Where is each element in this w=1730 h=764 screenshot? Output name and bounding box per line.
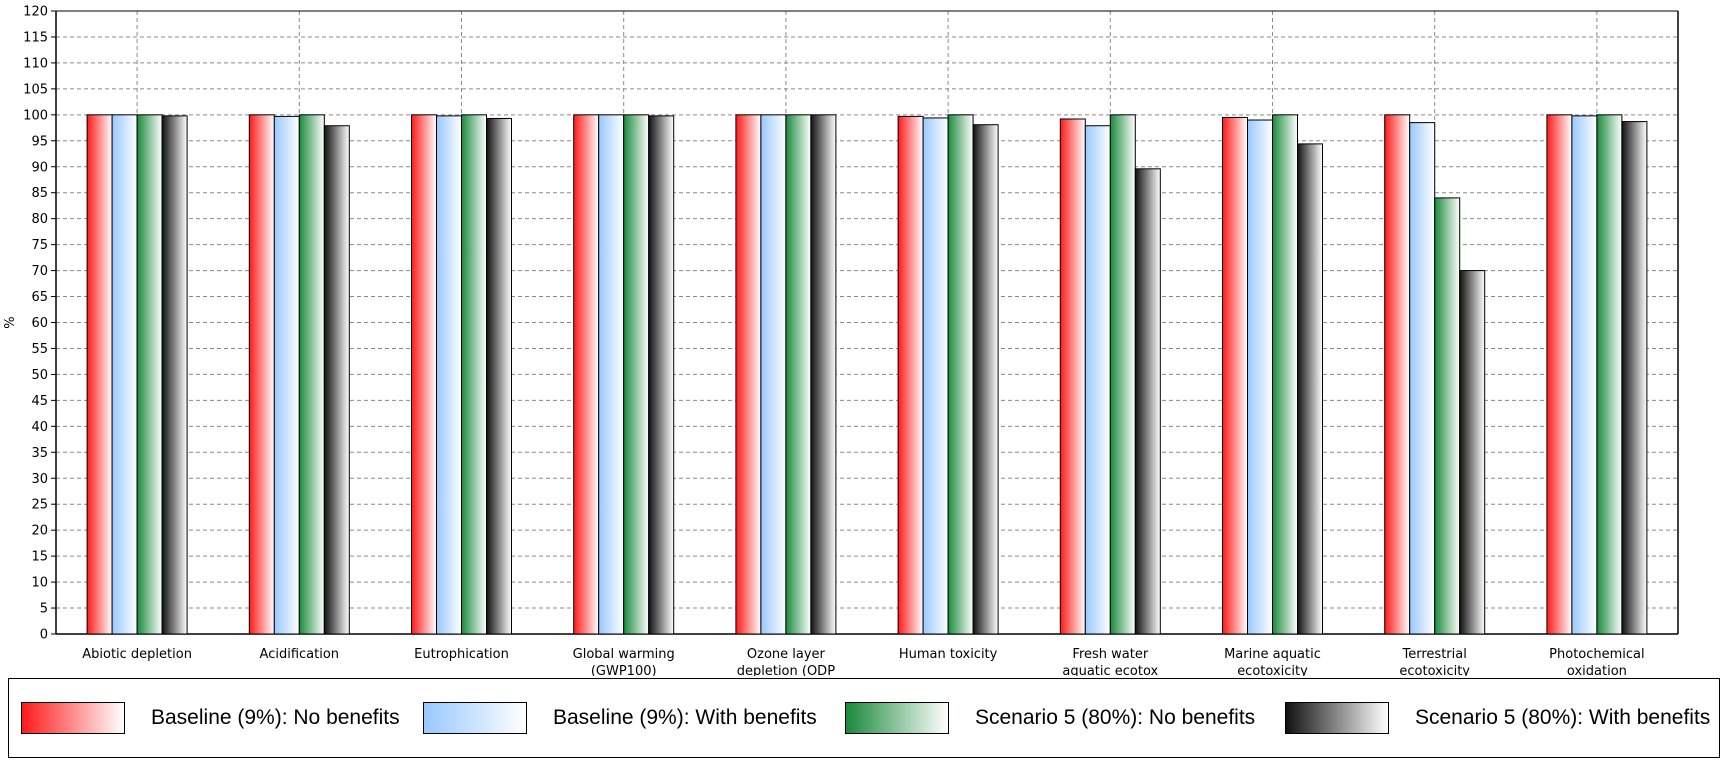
bar-series-1-cat-3 — [598, 114, 625, 635]
legend-item-scenario5-with-benefits: Scenario 5 (80%): With benefits — [1285, 679, 1710, 757]
bar-series-2-cat-7 — [1272, 114, 1298, 635]
legend-item-scenario5-no-benefits: Scenario 5 (80%): No benefits — [845, 679, 1255, 757]
x-category-label: Terrestrial — [1402, 647, 1467, 662]
y-tick-label: 10 — [31, 576, 48, 591]
bar-series-1-cat-8 — [1409, 122, 1436, 635]
x-category-label: Abiotic depletion — [82, 647, 192, 662]
bar-series-2-cat-4 — [785, 114, 812, 635]
legend-swatch-baseline-no-benefits — [21, 702, 125, 734]
bar-series-3-cat-3 — [648, 115, 675, 635]
y-tick-label: 120 — [23, 5, 48, 20]
y-tick-label: 80 — [31, 212, 48, 227]
x-category-label: Marine aquatic — [1224, 647, 1321, 662]
y-tick-label: 25 — [31, 498, 48, 513]
y-tick-label: 55 — [31, 342, 48, 357]
bar-series-0-cat-4 — [735, 114, 762, 635]
x-category-label: Fresh water — [1072, 647, 1148, 662]
y-tick-label: 45 — [31, 394, 48, 409]
bar-series-2-cat-2 — [461, 114, 487, 635]
legend-label: Scenario 5 (80%): No benefits — [975, 706, 1256, 729]
bar-series-2-cat-3 — [623, 114, 650, 635]
bar-series-0-cat-2 — [411, 114, 437, 635]
bar-series-1-cat-6 — [1084, 125, 1111, 635]
y-tick-label: 95 — [31, 134, 48, 149]
x-category-label: ecotoxicity — [1399, 664, 1470, 676]
x-category-label: depletion (ODP — [737, 664, 835, 676]
y-tick-label: 70 — [31, 264, 48, 279]
y-tick-label: 35 — [31, 446, 48, 461]
bar-series-3-cat-2 — [486, 117, 512, 635]
legend-swatch-scenario5-with-benefits — [1285, 702, 1389, 734]
bar-series-0-cat-9 — [1546, 114, 1573, 635]
bar-series-1-cat-2 — [436, 115, 462, 635]
legend-swatch-scenario5-no-benefits — [845, 702, 949, 734]
legend-swatch-baseline-with-benefits — [423, 702, 527, 734]
bar-series-2-cat-9 — [1596, 114, 1623, 635]
bars — [86, 114, 1648, 635]
x-category-label: Ozone layer — [747, 647, 826, 662]
bar-series-1-cat-1 — [273, 115, 300, 635]
y-tick-label: 30 — [31, 472, 48, 487]
x-category-label: Acidification — [260, 647, 340, 662]
bar-series-3-cat-8 — [1459, 270, 1486, 635]
bar-series-0-cat-7 — [1222, 116, 1248, 635]
x-category-label: oxidation — [1567, 664, 1627, 676]
bar-series-2-cat-1 — [298, 114, 325, 635]
x-category-label: Global warming — [573, 647, 675, 662]
bar-series-1-cat-0 — [111, 114, 138, 635]
legend-item-baseline-with-benefits: Baseline (9%): With benefits — [423, 679, 817, 757]
category-labels: Abiotic depletion Acidification Eutrophica… — [82, 647, 1644, 676]
y-tick-label: 60 — [31, 316, 48, 331]
bar-series-2-cat-8 — [1434, 197, 1461, 635]
bar-series-1-cat-4 — [760, 114, 787, 635]
bar-series-1-cat-7 — [1247, 119, 1273, 635]
x-category-label: Photochemical — [1549, 647, 1644, 662]
y-tick-label: 5 — [40, 602, 48, 617]
y-tick-label: 40 — [31, 420, 48, 435]
y-tick-label: 65 — [31, 290, 48, 305]
y-tick-label: 110 — [23, 56, 48, 71]
bar-series-0-cat-5 — [897, 115, 924, 635]
bar-series-3-cat-5 — [972, 124, 999, 635]
y-tick-label: 85 — [31, 186, 48, 201]
y-tick-label: 15 — [31, 550, 48, 565]
bar-series-3-cat-4 — [810, 114, 837, 635]
y-tick-label: 115 — [23, 30, 48, 45]
legend: Baseline (9%): No benefits Baseline (9%)… — [8, 678, 1720, 758]
bar-series-3-cat-6 — [1134, 168, 1161, 635]
bar-series-1-cat-5 — [922, 117, 949, 635]
bar-series-2-cat-6 — [1109, 114, 1136, 635]
x-category-label: aquatic ecotox — [1062, 664, 1158, 676]
y-axis-label: % — [3, 316, 18, 328]
y-tick-label: 0 — [40, 628, 48, 643]
y-tick-label: 90 — [31, 160, 48, 175]
x-category-label: ecotoxicity — [1237, 664, 1308, 676]
bar-series-0-cat-8 — [1384, 114, 1411, 635]
bar-series-0-cat-3 — [573, 114, 600, 635]
bar-series-1-cat-9 — [1571, 115, 1598, 635]
y-tick-label: 75 — [31, 238, 48, 253]
legend-label: Scenario 5 (80%): With benefits — [1415, 706, 1711, 729]
bar-chart: 0 5 10 15 20 25 30 35 40 45 50 55 60 65 70 75 80 85 90 95 10… — [3, 5, 1679, 676]
x-category-label: Human toxicity — [899, 647, 998, 662]
bar-series-3-cat-0 — [161, 115, 188, 635]
bar-series-0-cat-0 — [86, 114, 113, 635]
x-category-label: Eutrophication — [414, 647, 509, 662]
x-category-label: (GWP100) — [591, 664, 657, 676]
legend-label: Baseline (9%): With benefits — [553, 706, 817, 729]
bar-series-3-cat-9 — [1621, 121, 1648, 635]
bar-series-0-cat-6 — [1059, 118, 1086, 635]
y-tick-label: 105 — [23, 82, 48, 97]
bar-series-2-cat-5 — [947, 114, 974, 635]
y-tick-label: 100 — [23, 108, 48, 123]
bar-series-3-cat-1 — [323, 125, 350, 635]
bar-series-0-cat-1 — [248, 114, 275, 635]
legend-label: Baseline (9%): No benefits — [151, 706, 400, 729]
bar-series-3-cat-7 — [1297, 143, 1323, 635]
y-tick-label: 20 — [31, 524, 48, 539]
legend-item-baseline-no-benefits: Baseline (9%): No benefits — [21, 679, 400, 757]
y-tick-label: 50 — [31, 368, 48, 383]
bar-series-2-cat-0 — [136, 114, 163, 635]
